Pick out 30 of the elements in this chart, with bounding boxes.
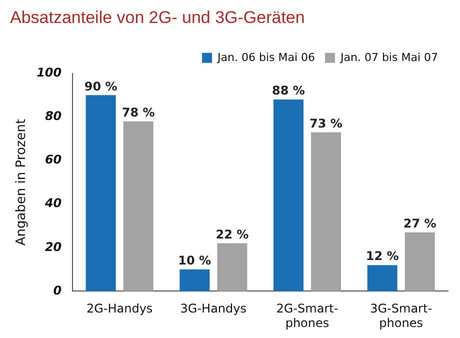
y-tick-label: 40 bbox=[44, 196, 62, 210]
bar bbox=[180, 269, 210, 292]
data-label: 27 % bbox=[403, 216, 436, 231]
chart-title: Absatzanteile von 2G- und 3G-Geräten bbox=[10, 8, 305, 27]
data-label: 73 % bbox=[310, 116, 342, 130]
data-label: 22 % bbox=[216, 227, 249, 242]
legend-label: Jan. 06 bis Mai 06 bbox=[216, 50, 316, 64]
data-label: 90 % bbox=[84, 79, 118, 94]
x-tick-label: 3G-Smart- phones bbox=[370, 302, 432, 330]
y-tick-label: 100 bbox=[36, 66, 62, 80]
x-tick-label: 3G-Handys bbox=[180, 302, 247, 316]
legend-label: Jan. 07 bis Mai 07 bbox=[340, 50, 438, 64]
bar bbox=[367, 265, 398, 292]
bar bbox=[86, 95, 116, 292]
y-tick-label: 80 bbox=[44, 109, 62, 124]
data-label: 88 % bbox=[272, 84, 305, 98]
y-tick-label: 0 bbox=[53, 283, 62, 298]
bar bbox=[217, 243, 248, 292]
data-label: 12 % bbox=[366, 249, 399, 264]
y-tick-label: 60 bbox=[44, 152, 62, 167]
bar bbox=[310, 132, 342, 292]
bar bbox=[273, 100, 304, 292]
x-tick-label: 2G-Smart- phones bbox=[276, 302, 338, 330]
bar bbox=[123, 121, 154, 292]
bar bbox=[404, 232, 435, 292]
x-tick-label: 2G-Handys bbox=[86, 302, 153, 316]
y-axis-title: Angaben in Prozent bbox=[14, 118, 30, 246]
data-label: 78 % bbox=[122, 105, 155, 120]
y-tick-label: 20 bbox=[44, 240, 62, 254]
data-label: 10 % bbox=[178, 254, 212, 268]
